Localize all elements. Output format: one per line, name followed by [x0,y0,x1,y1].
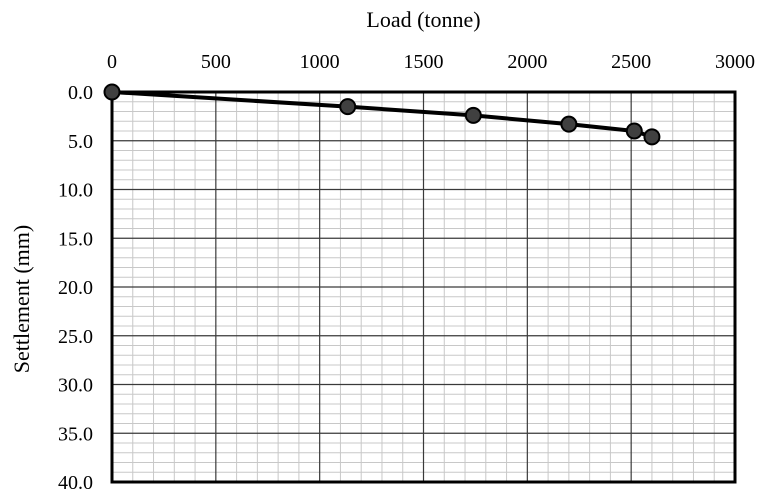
y-tick-label: 0.0 [68,82,93,104]
series-layer [103,83,661,146]
y-tick-label: 10.0 [58,180,93,202]
x-tick-label: 2500 [611,51,651,73]
x-tick-label: 3000 [715,51,755,73]
data-point [625,122,643,140]
x-axis-tick-labels: 0 500 1000 1500 2000 2500 3000 [107,51,755,73]
x-axis-title: Load (tonne) [366,7,480,32]
y-tick-label: 30.0 [58,375,93,397]
x-tick-label: 2000 [507,51,547,73]
plot-frame [110,90,737,484]
data-point [560,115,578,133]
x-tick-label: 1000 [300,51,340,73]
data-point [643,128,661,146]
major-grid [112,92,735,482]
x-tick-label: 1500 [404,51,444,73]
x-tick-label: 0 [107,51,117,73]
y-axis-tick-labels: 0.0 5.0 10.0 15.0 20.0 25.0 30.0 35.0 40.0 [58,82,93,494]
y-tick-label: 35.0 [58,423,93,445]
y-tick-label: 15.0 [58,228,93,250]
y-tick-label: 40.0 [58,472,93,494]
y-tick-label: 20.0 [58,277,93,299]
y-axis-title: Settlement (mm) [9,225,34,373]
x-tick-label: 500 [201,51,231,73]
y-tick-label: 5.0 [68,131,93,153]
y-tick-label: 25.0 [58,326,93,348]
data-point [339,98,357,116]
data-point [464,106,482,124]
data-point [103,83,121,101]
